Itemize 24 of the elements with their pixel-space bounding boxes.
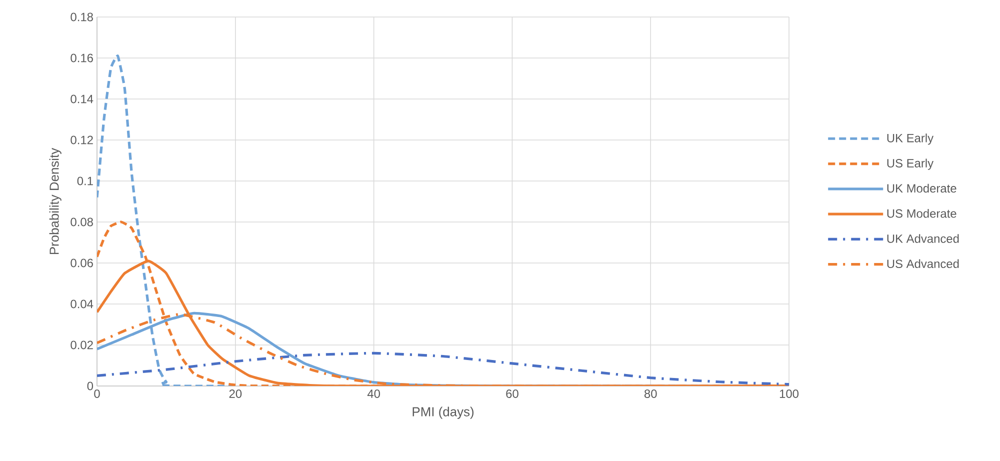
y-tick-label: 0.14	[70, 94, 94, 104]
x-axis-title: PMI (days)	[412, 406, 474, 419]
legend-label: US Advanced	[887, 259, 959, 268]
y-tick-label: 0.06	[70, 258, 93, 268]
x-tick-label: 80	[644, 390, 657, 398]
y-tick-label: 0.1	[77, 176, 93, 186]
x-tick-label: 0	[94, 390, 100, 398]
y-tick-label: 0.16	[70, 54, 93, 62]
x-tick-label: 100	[780, 390, 799, 398]
y-tick-label: 0.04	[70, 300, 94, 308]
legend-label: US Early	[887, 158, 934, 170]
legend-label: UK Early	[887, 134, 934, 145]
y-tick-label: 0.18	[70, 12, 93, 22]
y-tick-label: 0.02	[70, 340, 93, 350]
y-axis-title: Probability Density	[49, 148, 62, 254]
y-tick-label: 0.08	[70, 218, 93, 226]
x-tick-label: 20	[229, 390, 242, 398]
x-tick-label: 60	[506, 390, 518, 398]
y-tick-label: 0.12	[70, 136, 93, 144]
y-tick-label: 0	[87, 382, 94, 390]
legend-label: UK Advanced	[887, 234, 959, 243]
x-tick-label: 40	[367, 390, 380, 398]
legend-label: US Moderate	[887, 208, 956, 218]
legend-label: UK Moderate	[887, 184, 956, 193]
